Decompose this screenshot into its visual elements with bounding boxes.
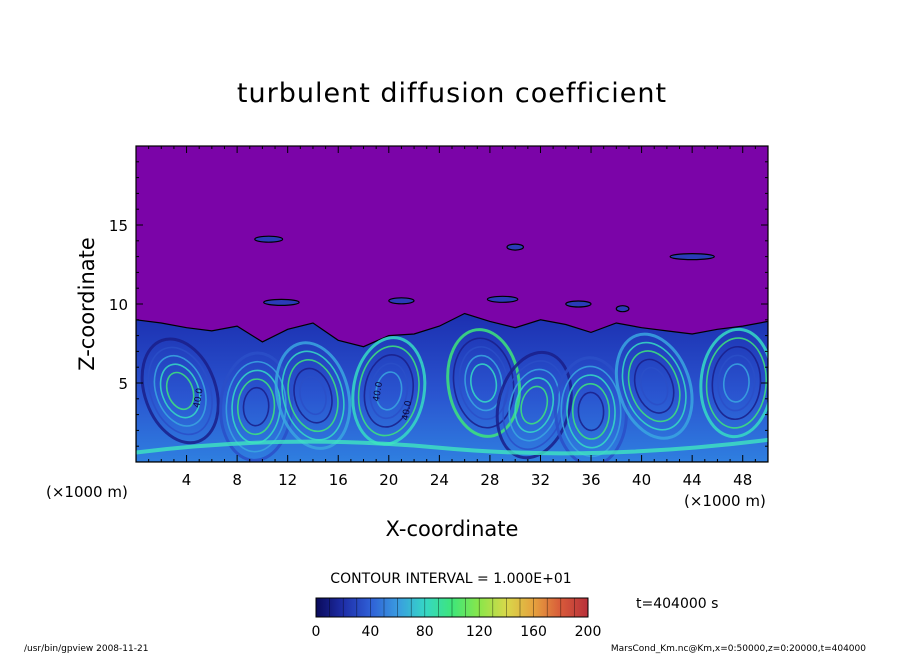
eddy-contour [711, 345, 762, 421]
eddy-contour [722, 363, 750, 403]
plot-area: 40.0 40.0 40.0 [136, 146, 768, 462]
x-tick-label: 36 [581, 471, 600, 489]
eddy-contour [281, 350, 345, 441]
colorbar-tick-label: 40 [361, 624, 379, 640]
chart-title: turbulent diffusion coefficient [237, 78, 667, 109]
eddy-contour [153, 355, 207, 427]
eddy-contour [566, 374, 616, 449]
eddy-contours: 40.0 40.0 40.0 [136, 327, 768, 462]
eddy-contour [502, 360, 566, 451]
eddy-contour [140, 337, 220, 445]
x-tick-label: 48 [733, 471, 752, 489]
x-tick-label: 20 [379, 471, 398, 489]
eddy-contour [165, 371, 195, 411]
eddy-contour [621, 341, 687, 431]
eddy-contour [705, 337, 767, 429]
eddy-contour [274, 341, 352, 450]
eddy-contour [242, 386, 270, 427]
eddy-contour [633, 358, 675, 414]
surface-band [136, 437, 768, 456]
eddy-contour [236, 378, 276, 436]
y-axis-label: Z-coordinate [75, 237, 99, 371]
colorbar-tick-label: 160 [520, 624, 547, 640]
contour-blob [669, 253, 715, 261]
contour-label: 40.0 [401, 400, 414, 422]
x-tick-label: 16 [329, 471, 348, 489]
colorbar-tick-label: 120 [466, 624, 493, 640]
x-tick-label: 12 [278, 471, 297, 489]
eddy-contour [464, 354, 503, 412]
eddy-contour [577, 391, 605, 432]
x-tick-label: 4 [182, 471, 192, 489]
colorbar-tick-label: 80 [416, 624, 434, 640]
eddy-contour [357, 345, 420, 437]
eddy-contour [363, 354, 414, 428]
contour-blob [263, 298, 300, 306]
eddy-contour [508, 368, 561, 442]
x-tick-label: 24 [430, 471, 449, 489]
colorbar-tick-label: 200 [575, 624, 602, 640]
y-tick-label: 15 [109, 217, 128, 235]
eddy-contour [614, 332, 694, 440]
colorbar-ticks: 0 40 80 120 160 200 [312, 624, 602, 640]
footer-left: /usr/bin/gpview 2008-11-21 [24, 644, 148, 654]
eddy-contour [446, 328, 521, 438]
eddy-contour [293, 367, 333, 424]
eddy-contour [147, 346, 213, 436]
x-tick-label: 28 [480, 471, 499, 489]
x-axis-ticks: 4 8 12 16 20 24 28 32 36 40 44 48 [148, 146, 756, 489]
eddy-contour [717, 354, 756, 412]
contour-label: 40.0 [192, 387, 205, 409]
contour-blob [486, 295, 519, 303]
eddy-contour [159, 363, 201, 419]
eddy-contour [520, 385, 549, 425]
eddy-contour [514, 377, 555, 433]
x-tick-label: 8 [232, 471, 242, 489]
eddy-contour [495, 350, 573, 460]
eddy-contour [627, 350, 681, 423]
eddy-contour [560, 365, 622, 458]
eddy-contour [699, 327, 768, 439]
eddy-contour [470, 363, 498, 403]
eddy-contour [369, 362, 409, 420]
x-tick-label: 44 [683, 471, 702, 489]
contour-interval-text: CONTOUR INTERVAL = 1.000E+01 [330, 571, 571, 587]
footer-right: MarsCond_Km.nc@Km,x=0:50000,z=0:20000,t=… [611, 644, 866, 654]
y-tick-label: 5 [118, 375, 128, 393]
contour-blob [506, 243, 524, 251]
y-axis-ticks: 5 10 15 [109, 161, 768, 447]
colorbar-stripes [329, 598, 575, 617]
x-tick-label: 32 [531, 471, 550, 489]
eddy-contour [299, 376, 327, 416]
colorbar-tick-label: 0 [312, 624, 321, 640]
contour-label: 40.0 [372, 381, 385, 403]
contour-blob [615, 305, 630, 313]
eddy-contour [571, 383, 611, 440]
eddy-contour [287, 359, 339, 433]
eddy-contour [375, 371, 403, 411]
x-unit-right: (×1000 m) [684, 492, 766, 510]
contour-blob [565, 300, 592, 308]
x-tick-label: 40 [632, 471, 651, 489]
time-text: t=404000 s [636, 596, 718, 612]
contour-blob [254, 235, 284, 243]
eddy-contour [639, 366, 669, 406]
contour-blob [388, 297, 415, 305]
y-tick-label: 10 [109, 296, 128, 314]
upper-contour-blobs [254, 235, 715, 313]
x-unit-left: (×1000 m) [46, 483, 128, 501]
x-axis-label: X-coordinate [386, 517, 519, 541]
